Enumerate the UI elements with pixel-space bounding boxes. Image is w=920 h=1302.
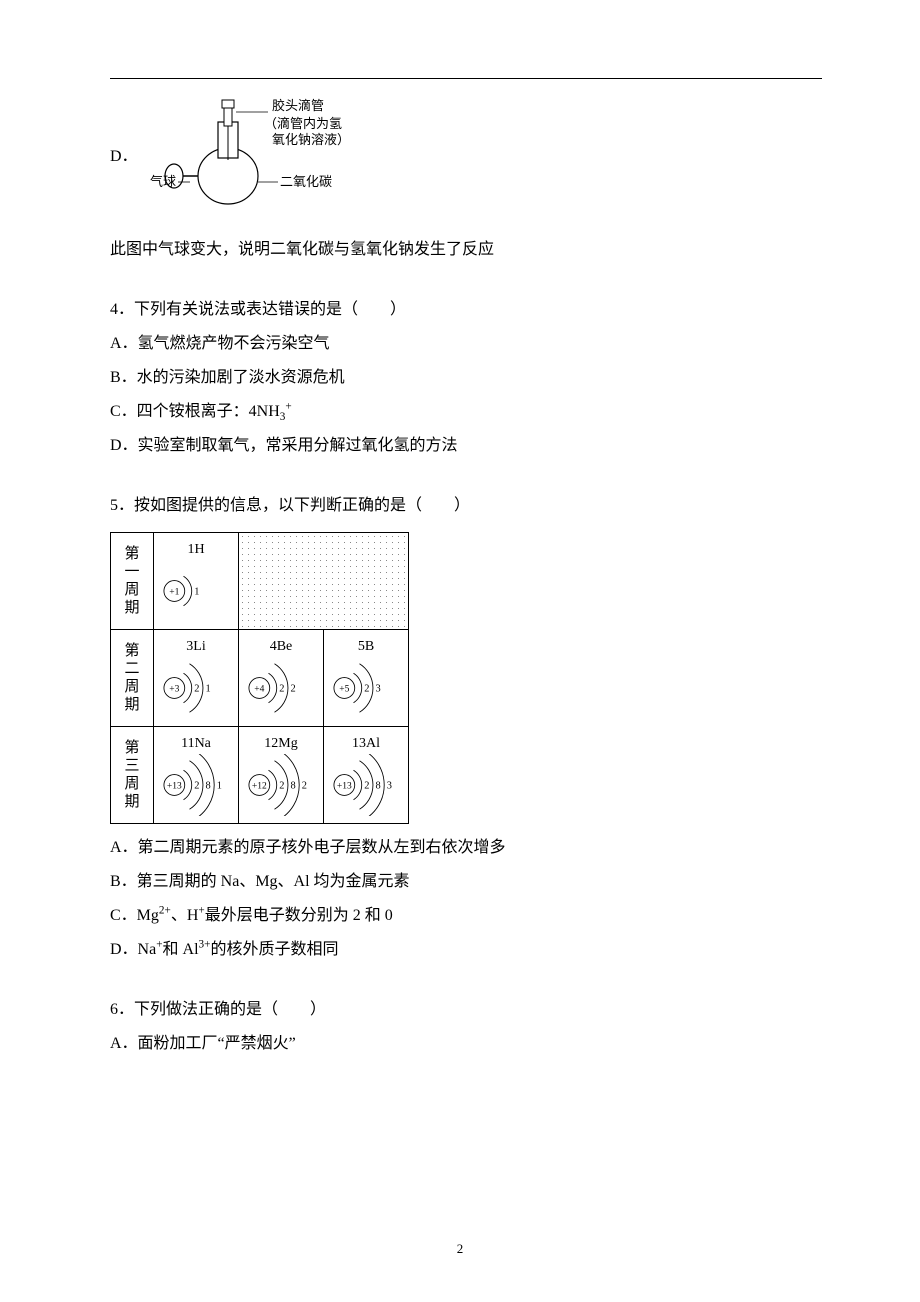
q5-c-tail: 最外层电子数分别为 2 和 0: [205, 907, 393, 924]
atom-structure-icon: +3 21: [157, 657, 235, 719]
svg-text:8: 8: [376, 781, 381, 792]
svg-text:2: 2: [279, 781, 284, 792]
svg-text:1: 1: [194, 587, 199, 598]
svg-text:+12: +12: [252, 782, 267, 792]
element-cell-13Al: 13Al +13 283: [324, 727, 409, 824]
svg-text:3: 3: [387, 781, 392, 792]
element-symbol: 4Be: [270, 639, 293, 656]
periodic-table: 第一周期1H+11第二周期3Li+3214Be+4225B+523第三周期11N…: [110, 532, 409, 824]
svg-text:2: 2: [194, 684, 199, 695]
option-d-row: D．: [110, 86, 820, 228]
element-cell-3Li: 3Li +3 21: [154, 630, 239, 727]
q6-stem: 6．下列做法正确的是（ ）: [110, 994, 820, 1026]
atom-structure-icon: +5 23: [327, 657, 405, 719]
svg-text:2: 2: [194, 781, 199, 792]
q4-option-a: A．氢气燃烧产物不会污染空气: [110, 328, 820, 360]
element-cell-12Mg: 12Mg +12 282: [239, 727, 324, 824]
element-symbol: 12Mg: [264, 736, 297, 753]
q5-option-b: B．第三周期的 Na、Mg、Al 均为金属元素: [110, 866, 820, 898]
co2-label-text: 二氧化碳: [280, 174, 332, 189]
atom-structure-icon: +4 22: [242, 657, 320, 719]
svg-text:+1: +1: [169, 588, 179, 598]
q5-stem: 5．按如图提供的信息，以下判断正确的是（ ）: [110, 490, 820, 522]
svg-text:1: 1: [217, 781, 222, 792]
option-d-conclusion: 此图中气球变大，说明二氧化碳与氢氧化钠发生了反应: [110, 234, 820, 266]
q4-option-c: C．四个铵根离子：4NH3+: [110, 396, 820, 428]
period-label-2: 第二周期: [111, 630, 154, 727]
svg-text:8: 8: [206, 781, 211, 792]
q5-option-c: C．Mg2+、H+最外层电子数分别为 2 和 0: [110, 900, 820, 932]
dropper-label-text: 胶头滴管: [272, 98, 324, 113]
svg-text:2: 2: [302, 781, 307, 792]
q5-d-mid: 和 Al: [163, 941, 199, 958]
q5-d-sup2: 3+: [199, 939, 211, 951]
question-5: 5．按如图提供的信息，以下判断正确的是（ ） 第一周期1H+11第二周期3Li+…: [110, 490, 820, 966]
element-cell-5B: 5B +5 23: [324, 630, 409, 727]
option-d-label: D．: [110, 141, 138, 173]
period-label-1: 第一周期: [111, 533, 154, 630]
svg-text:3: 3: [376, 684, 381, 695]
element-symbol: 11Na: [181, 736, 211, 753]
question-6: 6．下列做法正确的是（ ） A．面粉加工厂“严禁烟火”: [110, 994, 820, 1060]
q5-d-prefix: D．Na: [110, 941, 156, 958]
q5-option-a: A．第二周期元素的原子核外电子层数从左到右依次增多: [110, 832, 820, 864]
svg-text:+13: +13: [167, 782, 182, 792]
header-rule: [110, 78, 822, 79]
svg-text:+5: +5: [339, 685, 349, 695]
q5-c-prefix: C．Mg: [110, 907, 159, 924]
atom-structure-icon: +13 283: [327, 754, 405, 816]
dropper-sub-text-1: （滴管内为氢: [264, 116, 342, 131]
page-number: 2: [0, 1236, 920, 1262]
svg-text:+3: +3: [169, 685, 179, 695]
apparatus-diagram: 胶头滴管 （滴管内为氢 氧化钠溶液） 二氧化碳 气球: [150, 86, 370, 228]
balloon-label-text: 气球: [150, 174, 176, 189]
atom-structure-icon: +13 281: [157, 754, 235, 816]
svg-text:2: 2: [291, 684, 296, 695]
empty-cell-row-1: [239, 533, 409, 630]
q5-d-tail: 的核外质子数相同: [210, 941, 338, 958]
q4-stem: 4．下列有关说法或表达错误的是（ ）: [110, 294, 820, 326]
element-cell-4Be: 4Be +4 22: [239, 630, 324, 727]
q4-c-prefix: C．四个铵根离子：4NH: [110, 403, 280, 420]
element-cell-11Na: 11Na +13 281: [154, 727, 239, 824]
svg-text:+13: +13: [337, 782, 352, 792]
q4-option-d: D．实验室制取氧气，常采用分解过氧化氢的方法: [110, 430, 820, 462]
svg-text:+4: +4: [254, 685, 264, 695]
svg-text:2: 2: [279, 684, 284, 695]
atom-structure-icon: +12 282: [242, 754, 320, 816]
atom-structure-icon: +1 1: [157, 560, 235, 622]
svg-text:2: 2: [364, 781, 369, 792]
prev-question-option-d: D．: [110, 86, 820, 266]
q4-option-b: B．水的污染加剧了淡水资源危机: [110, 362, 820, 394]
element-cell-1H: 1H +1 1: [154, 533, 239, 630]
q5-option-d: D．Na+和 Al3+的核外质子数相同: [110, 934, 820, 966]
svg-text:2: 2: [364, 684, 369, 695]
period-label-3: 第三周期: [111, 727, 154, 824]
dropper-sub-text-2: 氧化钠溶液）: [272, 132, 350, 147]
element-symbol: 5B: [358, 639, 374, 656]
svg-text:8: 8: [291, 781, 296, 792]
element-symbol: 13Al: [352, 736, 380, 753]
q5-c-sup1: 2+: [159, 905, 171, 917]
q5-c-mid: 、H: [171, 907, 199, 924]
svg-text:1: 1: [206, 684, 211, 695]
q6-option-a: A．面粉加工厂“严禁烟火”: [110, 1028, 820, 1060]
element-symbol: 1H: [187, 542, 204, 559]
q4-c-sup: +: [285, 401, 291, 413]
element-symbol: 3Li: [186, 639, 205, 656]
page: D．: [0, 0, 920, 1302]
question-4: 4．下列有关说法或表达错误的是（ ） A．氢气燃烧产物不会污染空气 B．水的污染…: [110, 294, 820, 462]
